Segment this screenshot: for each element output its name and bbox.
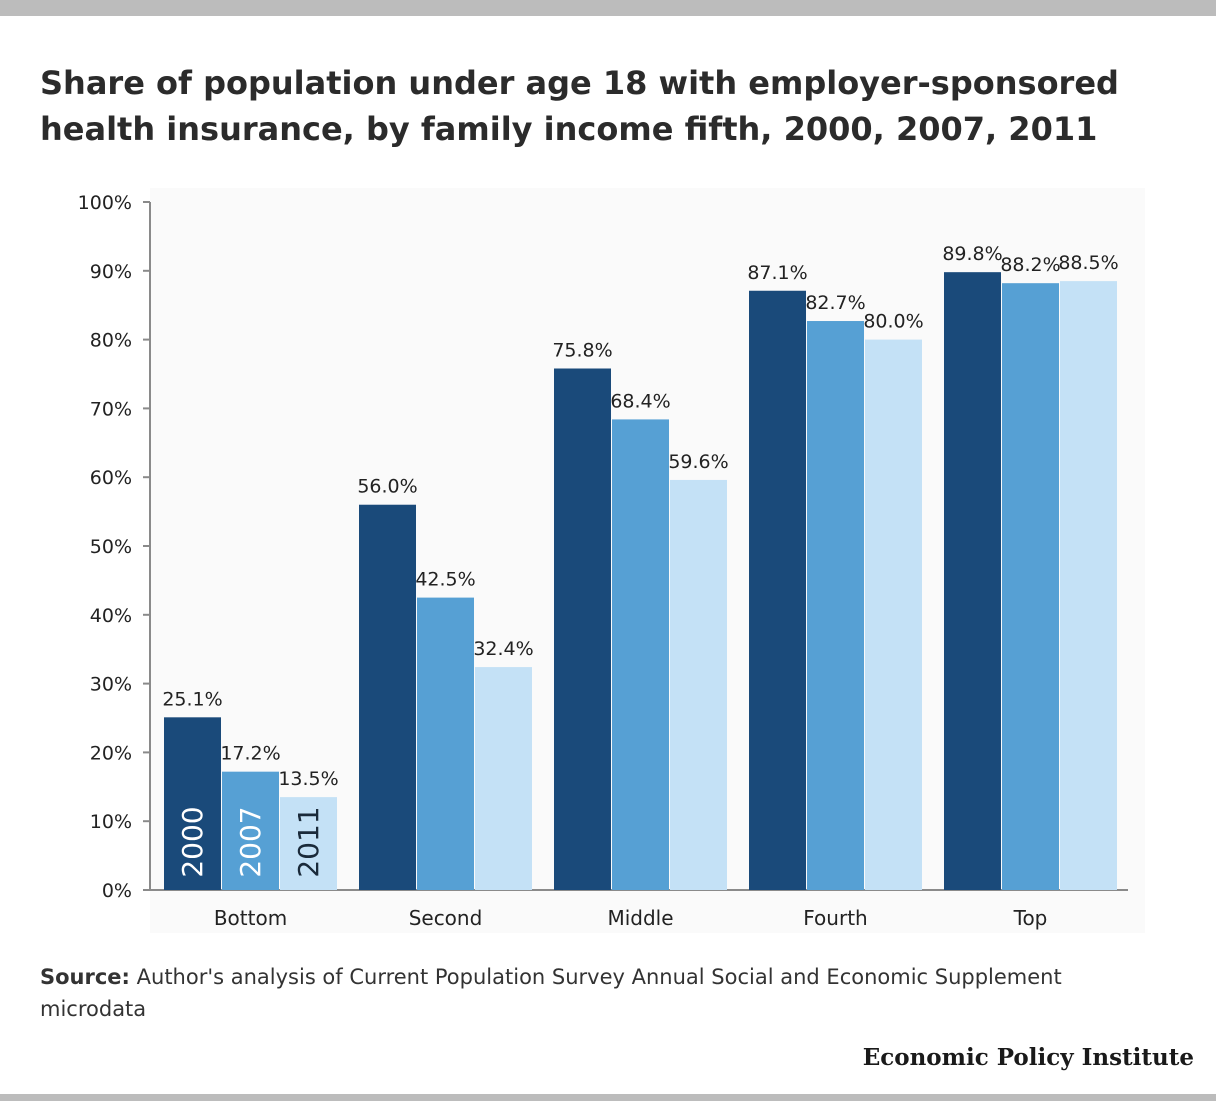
bottom-border [0,1094,1216,1101]
y-tick-label: 100% [78,192,132,214]
y-tick-label: 60% [90,467,132,489]
category-label: Top [1013,906,1048,930]
bar [749,290,806,890]
data-label: 89.8% [942,243,1002,265]
y-tick-label: 0% [102,880,132,902]
bar [417,597,474,890]
bar [280,797,337,890]
legend-series-label: 2000 [176,806,209,877]
data-label: 59.6% [668,451,728,473]
data-label: 75.8% [552,339,612,361]
data-label: 32.4% [473,638,533,660]
bar [164,717,221,890]
data-label: 42.5% [415,569,475,591]
data-label: 68.4% [610,390,670,412]
brand-logo: Economic Policy Institute [862,1044,1194,1071]
data-label: 88.5% [1058,252,1118,274]
data-label: 25.1% [162,688,222,710]
bar [670,479,727,890]
y-tick-label: 30% [90,674,132,696]
bar [222,771,279,890]
category-label: Bottom [214,906,287,930]
source-text: Author's analysis of Current Population … [40,965,1062,1021]
data-label: 56.0% [357,476,417,498]
chart-title: Share of population under age 18 with em… [40,64,1119,148]
legend-series-label: 2007 [234,806,267,877]
data-label: 88.2% [1000,254,1060,276]
y-tick-label: 10% [90,811,132,833]
bar [359,504,416,890]
data-label: 13.5% [278,768,338,790]
category-label: Second [409,906,483,930]
data-label: 87.1% [747,262,807,284]
data-label: 82.7% [805,292,865,314]
bar-chart: 0% 10% 20% 30% 40% 50% 60% 70% 80% 90% 100% 25.1% 17… [78,188,1145,933]
y-tick-label: 90% [90,261,132,283]
data-label: 17.2% [220,743,280,765]
bar [944,272,1001,890]
bar [1002,283,1059,891]
category-label: Middle [607,906,673,930]
y-tick-label: 50% [90,536,132,558]
bar [807,321,864,890]
legend-series-label: 2011 [292,806,325,877]
bar [612,419,669,890]
y-tick-label: 80% [90,330,132,352]
bar [865,339,922,891]
y-tick-label: 20% [90,742,132,764]
category-label: Fourth [803,906,867,930]
y-tick-label: 70% [90,398,132,420]
bar [475,667,532,890]
top-border [0,0,1216,16]
bar [1060,281,1117,890]
y-tick-label: 40% [90,605,132,627]
source-note: Source: Author's analysis of Current Pop… [40,961,1150,1025]
source-label: Source: [40,965,130,989]
data-label: 80.0% [863,311,923,333]
bar [554,368,611,891]
